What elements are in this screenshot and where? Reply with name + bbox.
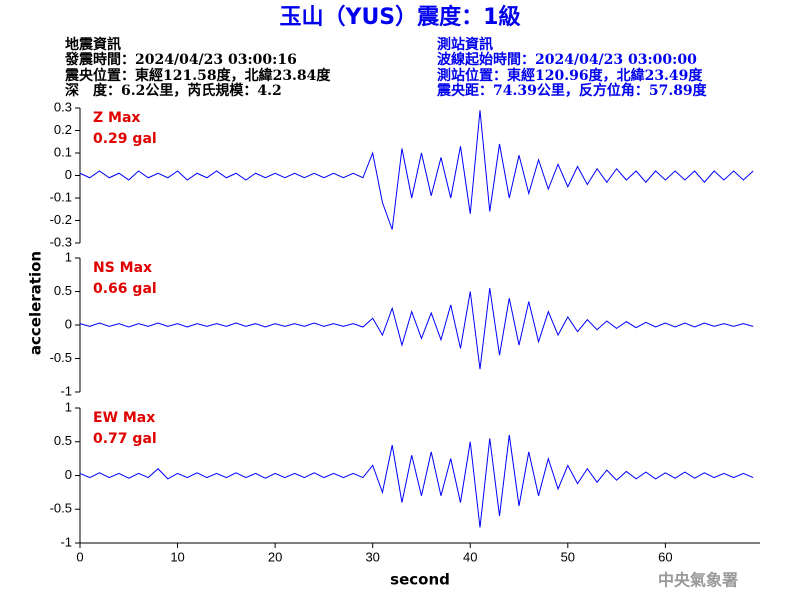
y-tick-label: -0.5: [50, 350, 72, 365]
max-label: 0.66 gal: [93, 281, 157, 297]
x-tick-label: 40: [463, 549, 477, 564]
x-tick-label: 20: [268, 549, 282, 564]
footer: 中央氣象署: [658, 571, 738, 590]
x-tick-label: 60: [658, 549, 672, 564]
y-tick-label: -0.5: [50, 501, 72, 516]
x-tick-label: 0: [76, 549, 83, 564]
y-tick-label: 0.3: [54, 99, 72, 114]
waveform: [79, 110, 754, 230]
y-tick-label: 0.5: [54, 283, 72, 298]
station-info: 測站資訊 波線起始時間：2024/04/23 03:00:00 測站位置：東經1…: [436, 36, 708, 99]
x-tick-label: 50: [561, 549, 575, 564]
max-label: 0.77 gal: [93, 431, 157, 447]
component-label: EW Max: [93, 410, 155, 426]
y-tick-label: 0.1: [54, 144, 72, 159]
info-line: 震央位置：東經121.58度，北緯23.84度: [64, 67, 331, 84]
max-label: 0.29 gal: [93, 131, 157, 147]
waveform: [79, 434, 754, 528]
info-line: 波線起始時間：2024/04/23 03:00:00: [437, 51, 697, 68]
component-label: Z Max: [93, 110, 140, 126]
title: 玉山（YUS）震度：1級: [280, 4, 521, 30]
waveform: [79, 288, 754, 370]
y-tick-label: -1: [60, 383, 72, 398]
y-tick-label: 0: [65, 167, 72, 182]
info-line: 測站資訊: [437, 36, 493, 53]
info-line: 深 度：6.2公里，芮氏規模：4.2: [65, 82, 282, 99]
y-tick-label: 0: [65, 467, 72, 482]
y-tick-label: -0.2: [50, 212, 72, 227]
x-tick-label: 30: [365, 549, 379, 564]
y-tick-label: -0.3: [50, 234, 72, 249]
y-tick-label: 1: [65, 399, 72, 414]
y-tick-label: 0.5: [54, 433, 72, 448]
info-line: 地震資訊: [65, 36, 121, 53]
x-axis-label: second: [390, 571, 450, 589]
info-line: 震央距：74.39公里，反方位角：57.89度: [436, 82, 708, 99]
y-tick-label: -0.1: [50, 189, 72, 204]
x-tick-label: 10: [170, 549, 184, 564]
quake-info: 地震資訊 發震時間：2024/04/23 03:00:16 震央位置：東經121…: [64, 36, 331, 99]
info-line: 發震時間：2024/04/23 03:00:16: [64, 51, 297, 68]
y-tick-label: 1: [65, 249, 72, 264]
y-tick-label: 0: [65, 316, 72, 331]
info-line: 測站位置：東經120.96度，北緯23.49度: [437, 67, 703, 84]
y-tick-label: -1: [60, 534, 72, 549]
component-label: NS Max: [93, 260, 152, 276]
y-tick-label: 0.2: [54, 122, 72, 137]
y-axis-label: acceleration: [27, 251, 45, 355]
